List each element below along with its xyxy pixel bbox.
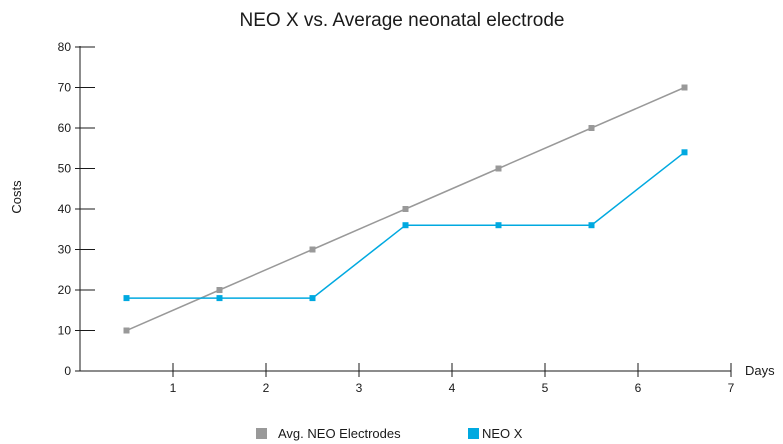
series-0-point-6 bbox=[681, 84, 688, 91]
series-1-point-3 bbox=[402, 222, 409, 229]
y-tick-label-70: 70 bbox=[58, 81, 72, 95]
series-1-point-2 bbox=[309, 295, 316, 302]
x-axis-title: Days bbox=[745, 363, 775, 378]
y-tick-label-0: 0 bbox=[64, 364, 71, 378]
y-tick-label-60: 60 bbox=[58, 121, 72, 135]
series-1-point-4 bbox=[495, 222, 502, 229]
series-1-point-5 bbox=[588, 222, 595, 229]
y-tick-label-40: 40 bbox=[58, 202, 72, 216]
x-tick-label-6: 6 bbox=[635, 381, 642, 395]
legend-swatch-0 bbox=[256, 428, 267, 439]
x-tick-label-3: 3 bbox=[356, 381, 363, 395]
series-1-point-0 bbox=[123, 295, 130, 302]
y-tick-label-50: 50 bbox=[58, 162, 72, 176]
x-tick-label-1: 1 bbox=[170, 381, 177, 395]
series-0-point-4 bbox=[495, 165, 502, 172]
series-0-point-5 bbox=[588, 125, 595, 131]
x-tick-label-7: 7 bbox=[728, 381, 735, 395]
series-0-point-3 bbox=[402, 206, 409, 212]
y-tick-label-80: 80 bbox=[58, 40, 72, 54]
y-tick-label-30: 30 bbox=[58, 243, 72, 257]
chart-title: NEO X vs. Average neonatal electrode bbox=[240, 10, 565, 31]
y-tick-label-10: 10 bbox=[58, 324, 72, 338]
series-0-point-2 bbox=[309, 246, 316, 253]
series-0-point-1 bbox=[216, 287, 223, 293]
x-tick-label-5: 5 bbox=[542, 381, 549, 395]
series-1-point-6 bbox=[681, 149, 688, 156]
series-1-point-1 bbox=[216, 295, 223, 302]
axes: 0 10 20 30 40 50 60 70 80 1 2 3 4 5 6 7 bbox=[58, 40, 735, 395]
legend: Avg. NEO Electrodes NEO X bbox=[256, 426, 523, 441]
legend-label-0: Avg. NEO Electrodes bbox=[278, 426, 401, 441]
y-tick-label-20: 20 bbox=[58, 283, 72, 297]
legend-label-1: NEO X bbox=[482, 426, 523, 441]
legend-swatch-1 bbox=[468, 428, 479, 439]
x-tick-label-4: 4 bbox=[449, 381, 456, 395]
series-0-point-0 bbox=[123, 327, 130, 334]
x-tick-label-2: 2 bbox=[263, 381, 270, 395]
y-axis-title: Costs bbox=[9, 180, 24, 214]
series-layer bbox=[123, 84, 688, 334]
